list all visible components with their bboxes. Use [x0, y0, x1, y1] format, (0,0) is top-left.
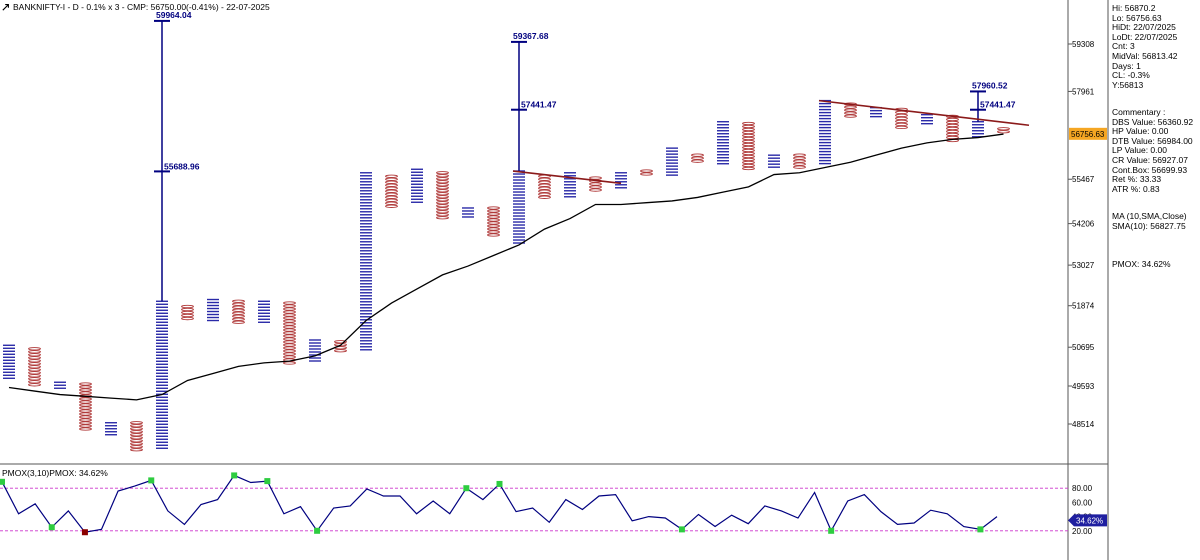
- price-level-marker: 57960.52 57441.47: [970, 80, 1016, 122]
- commentary-cr: CR Value: 56927.07: [1112, 154, 1188, 165]
- pmox-signal-marker: [231, 472, 238, 479]
- commentary-lp: LP Value: 0.00: [1112, 145, 1167, 156]
- y-tick-label: 59308: [1072, 40, 1095, 49]
- box-column: [615, 172, 627, 189]
- level-mid-label: 57441.47: [521, 100, 557, 110]
- box-column: [130, 421, 143, 452]
- box-column: [691, 153, 704, 163]
- y-tick-label: 54206: [1072, 220, 1095, 229]
- pmox-signal-marker: [496, 480, 503, 487]
- trend-line: [818, 99, 1030, 127]
- price-level-marker: 59964.04 55688.96: [154, 10, 200, 302]
- pmox-signal-marker: [148, 477, 155, 484]
- y-tick-label: 57961: [1072, 87, 1095, 96]
- box-column: [156, 300, 168, 449]
- box-column: [54, 381, 66, 389]
- y-tick-label: 48514: [1072, 420, 1095, 429]
- box-column: [385, 174, 398, 208]
- box-column: [309, 339, 321, 362]
- box-column: [997, 127, 1010, 134]
- pmox-signal-marker: [48, 524, 55, 531]
- box-column: [283, 301, 296, 365]
- pmox-pane-title: PMOX(3,10)PMOX: 34.62%: [2, 468, 108, 478]
- pmox-signal-marker: [977, 526, 984, 533]
- box-column: [207, 298, 219, 322]
- chart-title-text: BANKNIFTY-I - D - 0.1% x 3 - CMP: 56750.…: [13, 2, 270, 12]
- commentary-heading: Commentary :: [1112, 107, 1166, 117]
- level-mid-label: 57441.47: [980, 100, 1016, 110]
- pmox-signal-marker: [314, 527, 321, 534]
- level-top-label: 57960.52: [972, 80, 1008, 90]
- y-tick-label: 55467: [1072, 175, 1095, 184]
- price-level-marker: 59367.68 57441.47: [511, 31, 557, 172]
- pmox-signal-marker: [264, 478, 271, 485]
- box-column: [487, 206, 500, 237]
- stat-lo: Lo: 56756.63: [1112, 12, 1162, 23]
- stat-hi: Hi: 56870.2: [1112, 3, 1156, 13]
- box-column: [3, 344, 15, 379]
- stat-cl: CL: -0.3%: [1112, 70, 1150, 81]
- box-column: [79, 382, 92, 431]
- box-column: [462, 207, 474, 218]
- sma10-line: [8, 133, 1004, 401]
- level-mid-label: 55688.96: [164, 161, 200, 171]
- trend-line: [512, 170, 622, 185]
- box-column: [360, 172, 372, 351]
- stat-y: Y:56813: [1112, 79, 1144, 90]
- box-column: [921, 113, 933, 125]
- pmox-value: PMOX: 34.62%: [1112, 259, 1171, 269]
- commentary-contbox: Cont.Box: 56699.93: [1112, 164, 1188, 175]
- pmox-signal-marker: [463, 485, 470, 492]
- pmox-axis-label: 20.00: [1072, 527, 1093, 536]
- pmox-sell-marker: [81, 529, 88, 536]
- box-column: [258, 300, 270, 323]
- ma-panel: MA (10,SMA,Close) SMA(10): 56827.75: [1112, 211, 1187, 231]
- box-column: [742, 121, 755, 171]
- box-column: [436, 171, 449, 220]
- y-tick-label: 49593: [1072, 382, 1095, 391]
- stat-hidt: HiDt: 22/07/2025: [1112, 22, 1176, 33]
- box-column: [793, 153, 806, 169]
- price-tag-label: 56756.63: [1071, 130, 1105, 139]
- box-column: [181, 304, 194, 321]
- pmox-axis-label: 80.00: [1072, 484, 1093, 493]
- y-tick-label: 50695: [1072, 343, 1095, 352]
- box-column: [28, 347, 41, 387]
- commentary-atr: ATR %: 0.83: [1112, 183, 1160, 194]
- chart-title: BANKNIFTY-I - D - 0.1% x 3 - CMP: 56750.…: [2, 2, 270, 12]
- pmox-axis-label: 60.00: [1072, 498, 1093, 507]
- stat-days: Days: 1: [1112, 60, 1141, 71]
- pmox-signal-marker: [678, 526, 685, 533]
- commentary-dtb: DTB Value: 56984.00: [1112, 135, 1193, 146]
- y-tick-label: 53027: [1072, 261, 1095, 270]
- pmox-tag-bg: [1068, 514, 1107, 527]
- commentary-dbs: DBS Value: 56360.92: [1112, 116, 1194, 127]
- level-top-label: 59367.68: [513, 31, 549, 41]
- pmox-tag-label: 34.62%: [1076, 516, 1103, 525]
- price-tag-bg: [1069, 127, 1107, 140]
- commentary-hp: HP Value: 0.00: [1112, 126, 1169, 137]
- box-column: [105, 422, 117, 436]
- box-column: [411, 168, 423, 203]
- stat-midval: MidVal: 56813.42: [1112, 50, 1178, 61]
- pmox-signal-marker: [828, 527, 835, 534]
- box-column: [666, 147, 678, 176]
- box-column: [717, 121, 729, 165]
- ma-value: SMA(10): 56827.75: [1112, 220, 1186, 231]
- stats-panel: Hi: 56870.2 Lo: 56756.63 HiDt: 22/07/202…: [1112, 3, 1178, 90]
- level-top-label: 59964.04: [156, 10, 192, 20]
- stat-lodt: LoDt: 22/07/2025: [1112, 31, 1178, 42]
- commentary-panel: Commentary : DBS Value: 56360.92 HP Valu…: [1112, 107, 1194, 194]
- box-column: [232, 299, 245, 324]
- box-column: [768, 154, 780, 168]
- pmox-signal-marker: [0, 478, 5, 485]
- stat-cnt: Cnt: 3: [1112, 41, 1135, 52]
- box-column: [640, 169, 653, 176]
- commentary-ret: Ret %: 33.33: [1112, 174, 1162, 185]
- box-column: [538, 174, 551, 199]
- ma-settings: MA (10,SMA,Close): [1112, 211, 1187, 221]
- y-tick-label: 51874: [1072, 302, 1095, 311]
- arrow-icon: [2, 4, 9, 11]
